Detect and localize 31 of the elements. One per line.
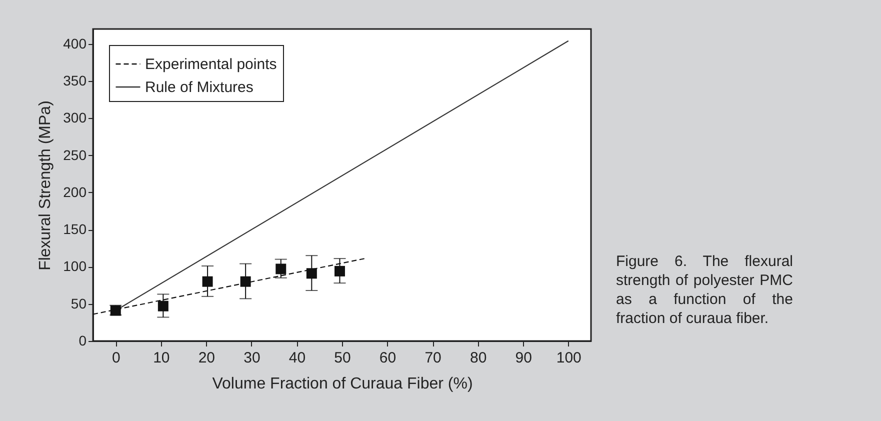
point <box>158 300 168 312</box>
y-tick-label: 350 <box>63 72 87 88</box>
x-tick-label: 100 <box>556 350 582 366</box>
x-tick-label: 70 <box>424 350 442 366</box>
x-tick-label: 90 <box>515 350 532 366</box>
point <box>202 276 213 287</box>
point <box>276 264 286 274</box>
x-axis-title: Volume Fraction of Curaua Fiber (%) <box>212 376 473 392</box>
x-tick-label: 30 <box>244 350 260 366</box>
x-tick-label: 50 <box>334 350 351 366</box>
x-tick-label: 80 <box>470 350 487 366</box>
y-tick-label: 200 <box>63 184 87 200</box>
x-tick-label: 60 <box>379 350 396 366</box>
point <box>306 268 317 279</box>
legend-label: Rule of Mixtures <box>145 79 254 96</box>
legend-label: Experimental points <box>145 56 277 73</box>
x-tick-label: 40 <box>288 350 306 366</box>
point <box>240 276 251 287</box>
x-tick-label: 10 <box>153 350 170 366</box>
x-tick-label: 0 <box>112 350 120 366</box>
y-tick-label: 100 <box>63 258 87 274</box>
y-axis-title: Flexural Strength (MPa) <box>37 100 54 270</box>
caption: Figure 6. The flexural strength of polyester PMC as a function of the fraction of curaua fiber. <box>616 252 793 328</box>
y-tick-label: 400 <box>63 35 87 52</box>
x-tick-label: 20 <box>198 350 216 366</box>
y-tick-label: 250 <box>63 146 87 163</box>
y-tick-label: 0 <box>78 332 87 348</box>
y-tick-label: 300 <box>63 110 87 126</box>
y-tick-label: 50 <box>70 295 87 312</box>
point <box>334 266 345 276</box>
y-tick-label: 150 <box>63 221 87 238</box>
